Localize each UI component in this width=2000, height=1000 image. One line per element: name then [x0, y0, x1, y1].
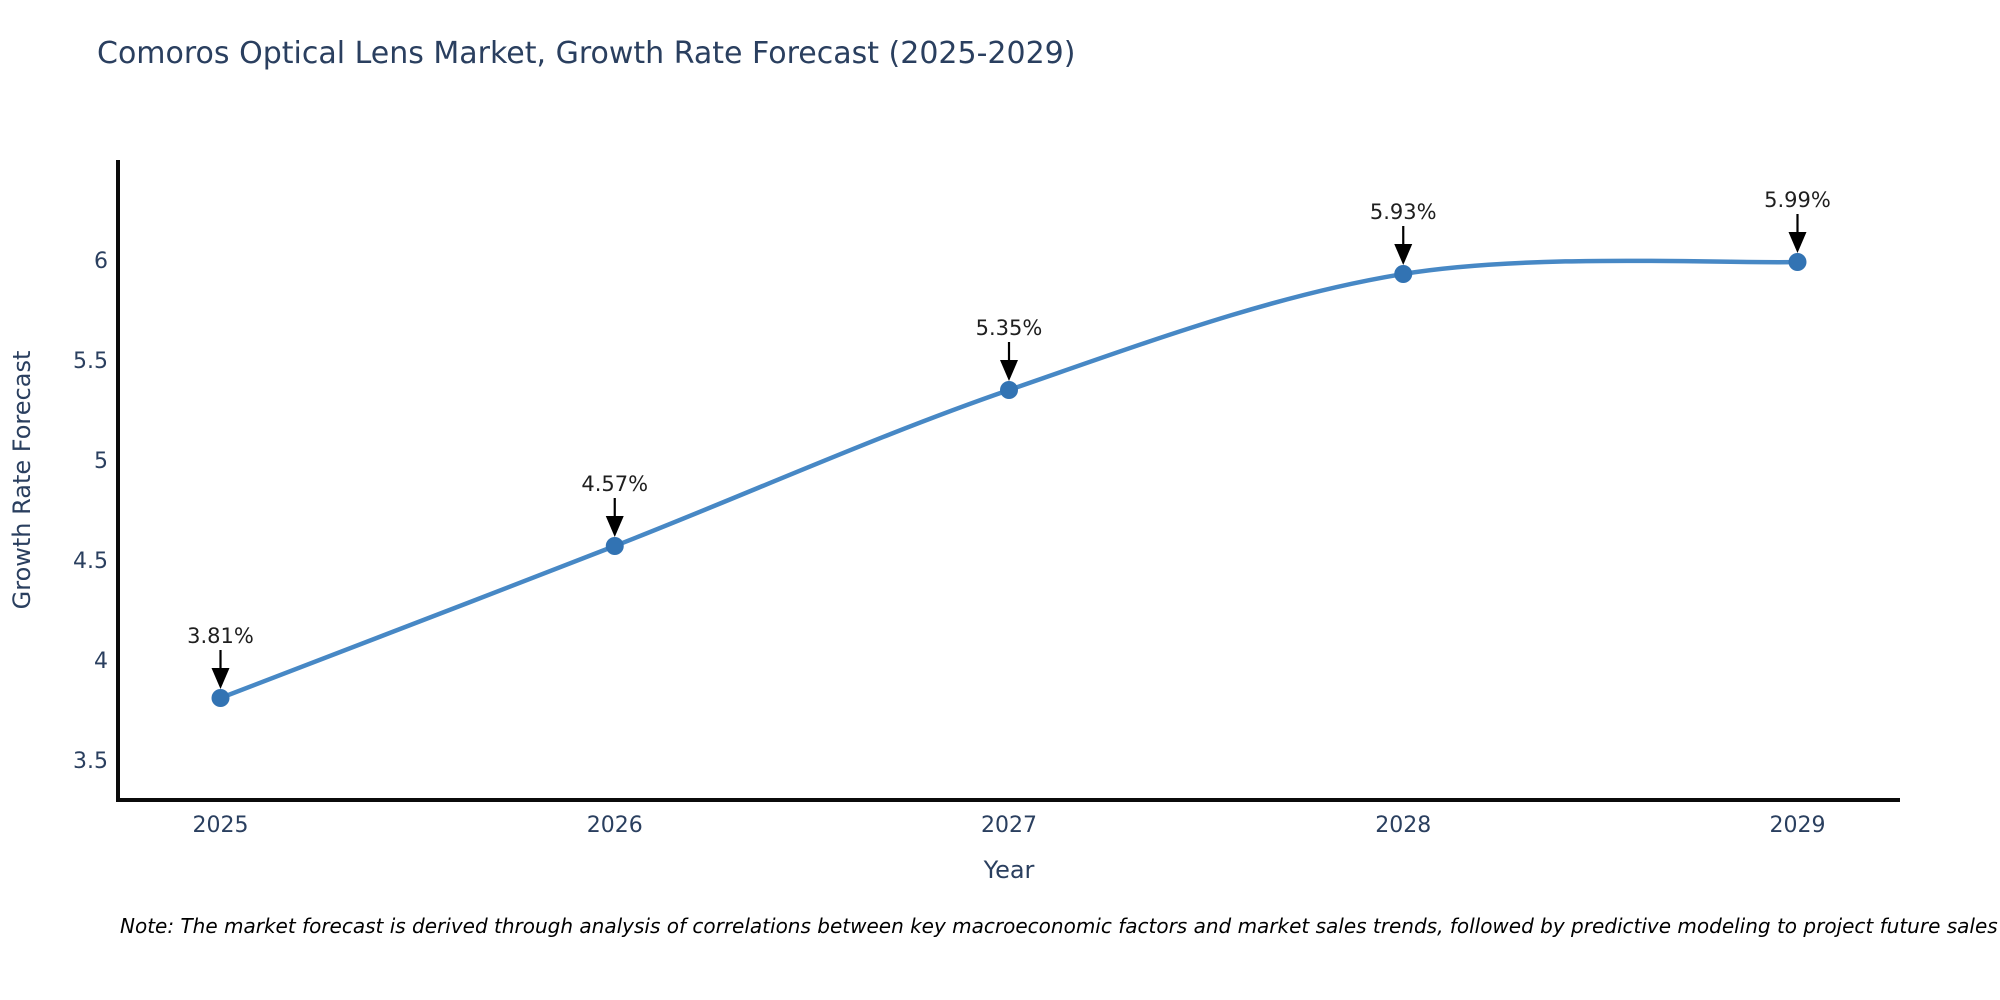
annotation-arrow-head [1788, 232, 1807, 253]
annotation-arrow-head [1394, 244, 1413, 265]
data-point[interactable] [1788, 253, 1807, 271]
y-tick-label: 5 [94, 449, 108, 474]
y-tick-label: 4 [94, 649, 108, 674]
x-tick-label: 2028 [1375, 813, 1431, 838]
annotation-arrow-head [1000, 360, 1018, 381]
y-axis-label: Growth Rate Forecast [8, 351, 36, 610]
footnote: Note: The market forecast is derived thr… [120, 914, 1998, 938]
chart-title: Comoros Optical Lens Market, Growth Rate… [97, 36, 1076, 71]
x-tick-label: 2025 [193, 813, 249, 838]
annotation-arrow-head [211, 668, 230, 689]
point-annotation-label: 4.57% [581, 472, 648, 496]
x-axis-tick-labels: 2025 2026 2027 2028 2029 [193, 813, 1826, 838]
point-annotation-label: 3.81% [187, 624, 254, 648]
point-annotations: 3.81% 4.57% 5.35% 5.93% 5.99% [187, 188, 1831, 689]
y-tick-label: 5.5 [73, 349, 108, 374]
data-point[interactable] [1000, 381, 1018, 399]
point-annotation-label: 5.99% [1764, 188, 1831, 212]
point-annotation-label: 5.93% [1370, 200, 1437, 224]
x-tick-label: 2027 [981, 813, 1037, 838]
data-point[interactable] [605, 537, 624, 555]
x-axis-label: Year [983, 856, 1035, 884]
x-tick-label: 2029 [1769, 813, 1825, 838]
line-series [211, 253, 1807, 707]
y-tick-label: 6 [94, 249, 108, 274]
y-tick-label: 4.5 [73, 549, 108, 574]
data-point[interactable] [1394, 265, 1413, 283]
x-tick-label: 2026 [587, 813, 643, 838]
y-axis-tick-labels: 3.5 4 4.5 5 5.5 6 [73, 249, 108, 774]
point-annotation-label: 5.35% [976, 316, 1043, 340]
y-tick-label: 3.5 [73, 749, 108, 774]
axis-spines [116, 160, 1900, 802]
annotation-arrow-head [605, 516, 624, 537]
data-point[interactable] [211, 689, 230, 707]
